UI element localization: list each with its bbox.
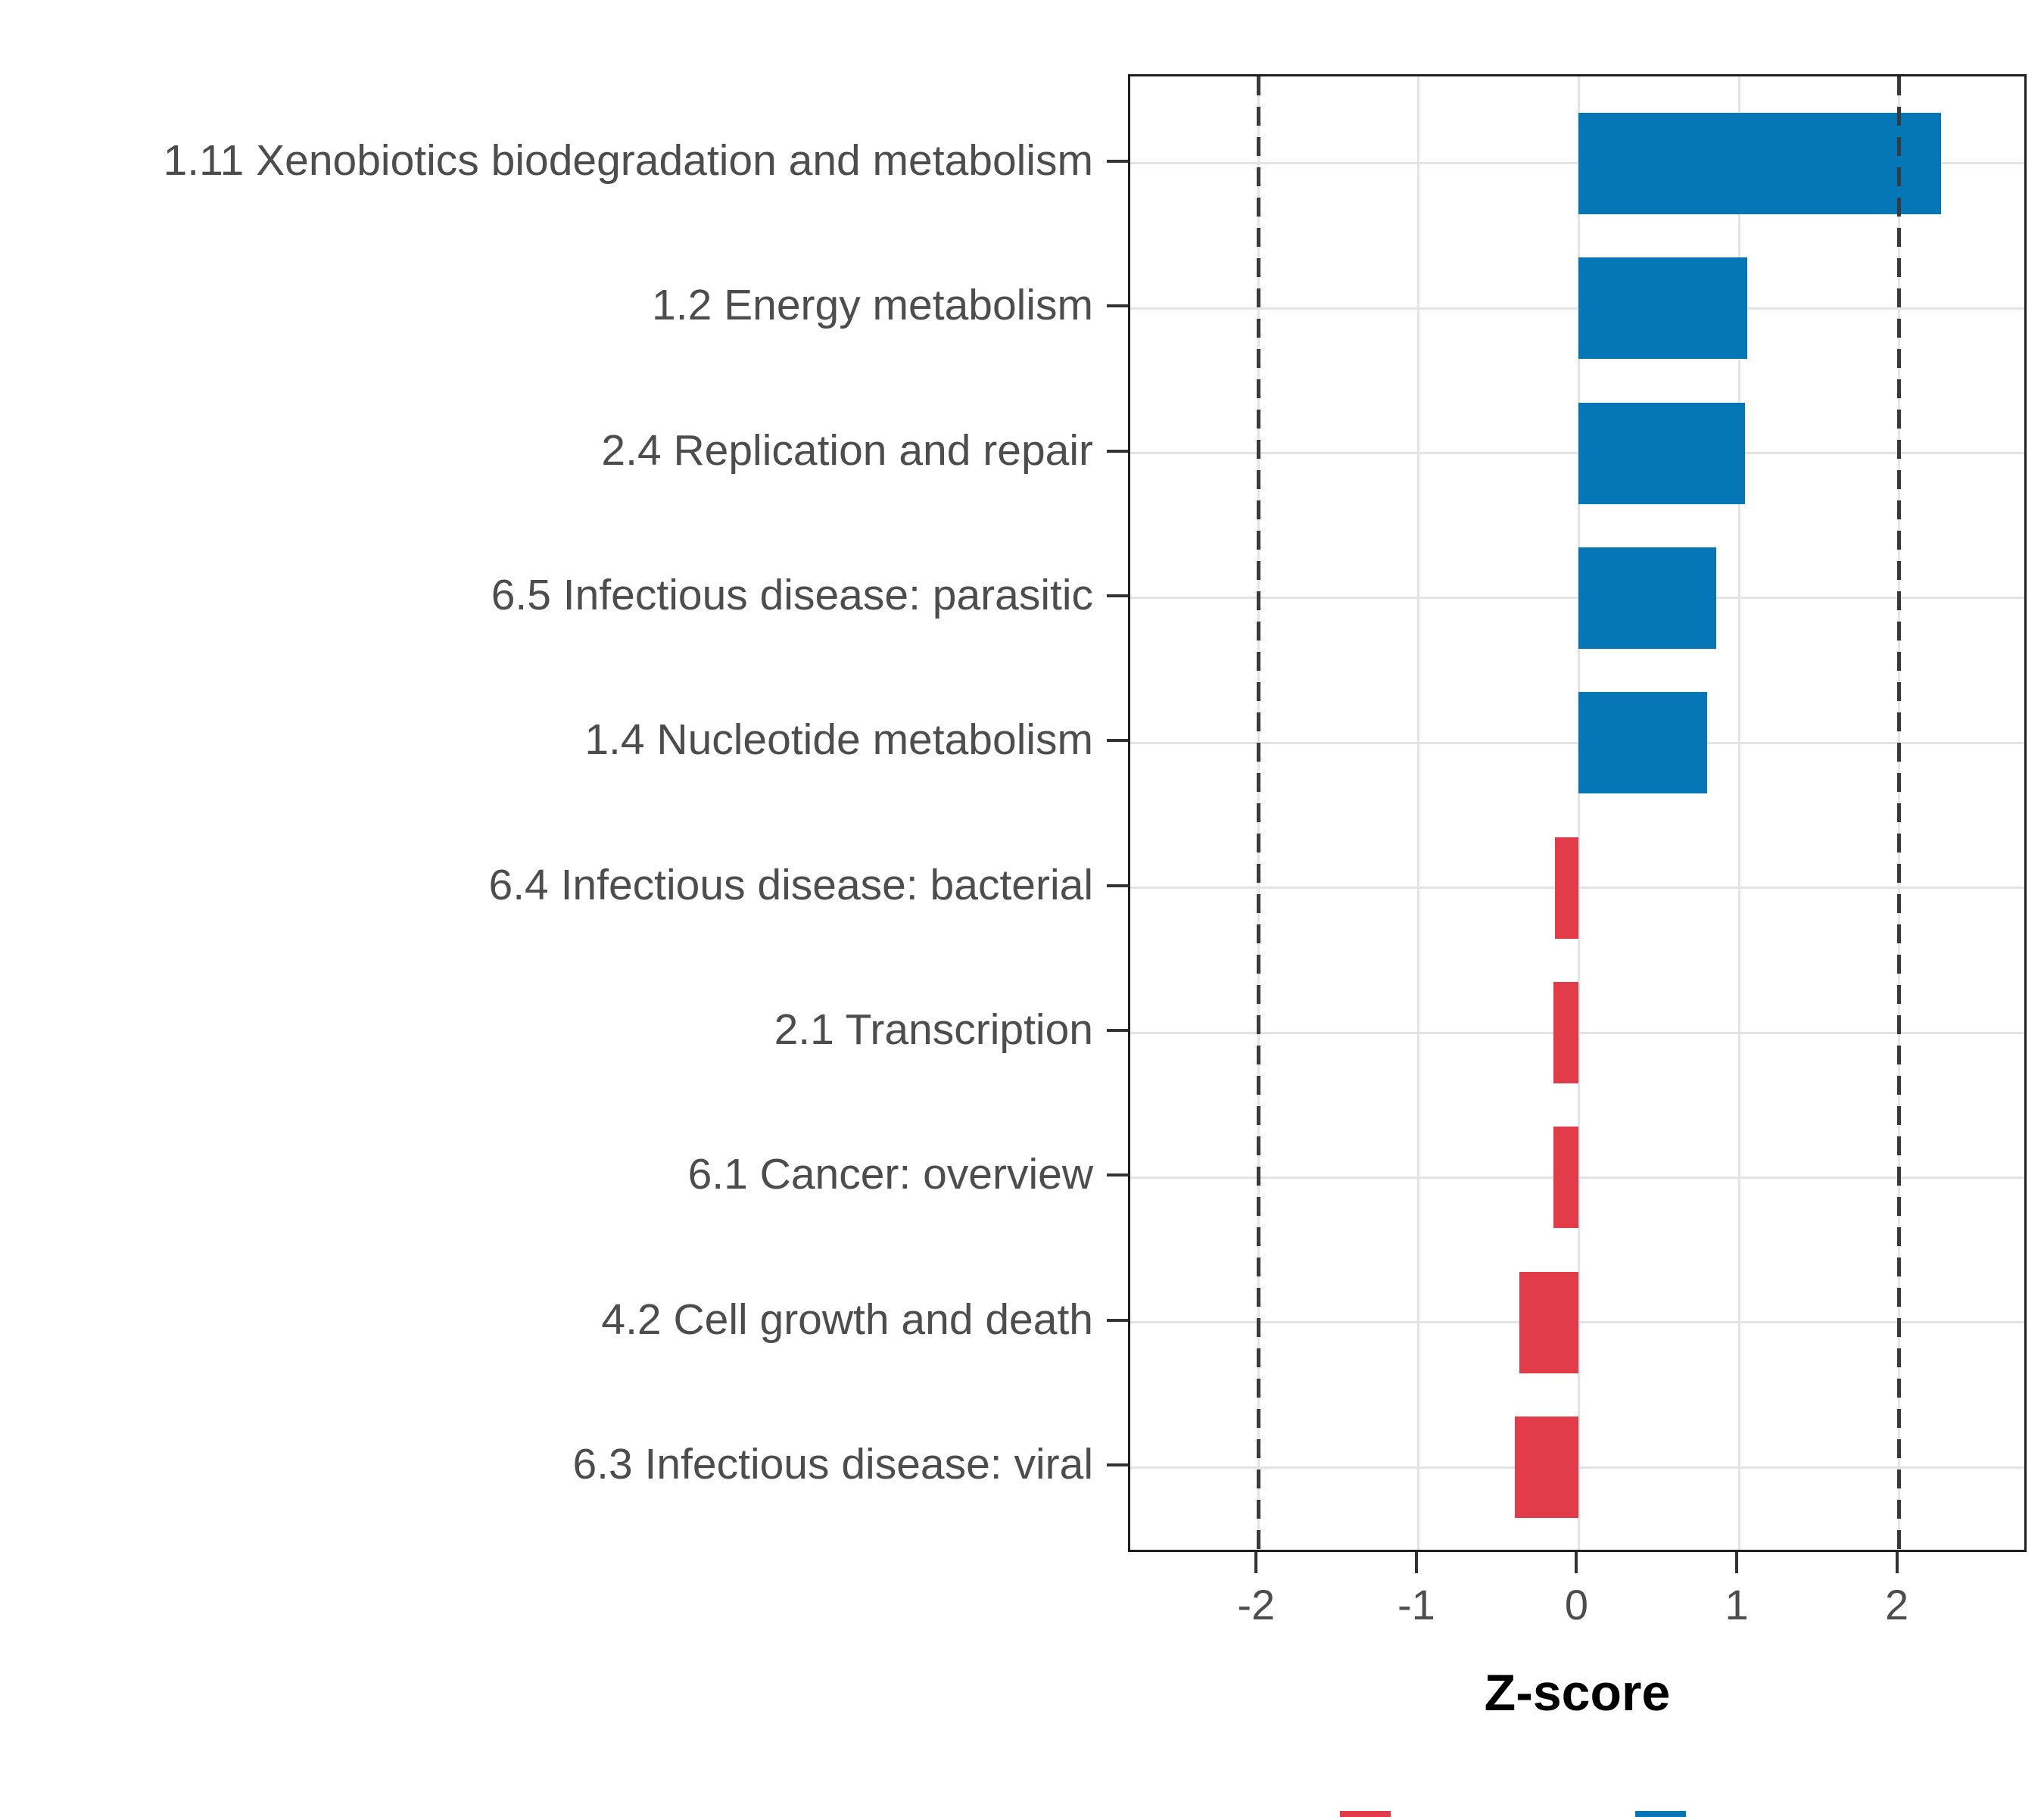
bar-bottom [1519,1271,1579,1373]
y-tick-mark [1107,1173,1128,1177]
reference-dashed-line [1256,76,1260,1550]
legend-label-bottom5: Bottom 5 [1412,1814,1588,1817]
x-gridline [1737,76,1740,1550]
x-gridline [1577,76,1580,1550]
y-tick-mark [1107,449,1128,453]
bar-bottom [1553,982,1579,1084]
y-category-label: 6.4 Infectious disease: bacterial [488,860,1093,909]
y-category-label: 2.1 Transcription [774,1005,1093,1055]
y-tick-mark [1107,1463,1128,1467]
legend: Bottom 5 Top 5 [1128,1802,2027,1817]
y-tick-mark [1107,304,1128,308]
bar-top [1578,547,1717,649]
y-tick-mark [1107,1029,1128,1033]
y-gridline [1130,452,2024,455]
legend-swatch-top5 [1634,1810,1686,1817]
y-tick-mark [1107,594,1128,597]
bar-top [1578,402,1746,504]
legend-swatch-bottom5 [1340,1810,1391,1817]
y-category-label: 6.1 Cancer: overview [687,1150,1093,1199]
bar-top [1578,112,1941,214]
x-tick-label: -2 [1237,1581,1276,1628]
x-tick-label: -1 [1397,1581,1435,1628]
y-gridline [1130,741,2024,744]
y-gridline [1130,307,2024,310]
x-tick-label: 2 [1885,1581,1909,1628]
legend-label-top5: Top 5 [1707,1814,1815,1817]
y-category-label: 1.2 Energy metabolism [652,281,1093,330]
y-tick-mark [1107,739,1128,743]
bar-bottom [1514,1417,1579,1519]
plot-panel [1128,74,2027,1552]
y-gridline [1130,597,2024,600]
y-category-label: 6.3 Infectious disease: viral [572,1440,1093,1489]
bar-bottom [1553,1127,1579,1229]
y-gridline [1130,162,2024,165]
x-tick-label: 0 [1564,1581,1589,1628]
y-tick-mark [1107,884,1128,887]
legend-item-bottom5: Bottom 5 [1340,1810,1588,1817]
bar-top [1578,257,1747,360]
y-category-label: 6.5 Infectious disease: parasitic [491,571,1093,620]
y-category-label: 1.4 Nucleotide metabolism [584,715,1093,765]
y-category-label: 4.2 Cell growth and death [601,1295,1093,1345]
x-tick-mark [1414,1552,1418,1573]
x-tick-mark [1735,1552,1739,1573]
x-tick-mark [1575,1552,1578,1573]
x-axis-title: Z-score [1484,1664,1671,1722]
x-tick-label: 1 [1725,1581,1749,1628]
x-tick-mark [1895,1552,1899,1573]
y-tick-mark [1107,1318,1128,1322]
bar-bottom [1554,837,1579,939]
y-tick-mark [1107,159,1128,163]
y-category-label: 1.11 Xenobiotics biodegradation and meta… [163,136,1093,185]
legend-item-top5: Top 5 [1634,1810,1815,1817]
reference-dashed-line [1897,76,1902,1550]
y-category-label: 2.4 Replication and repair [601,425,1093,475]
bar-top [1578,692,1707,794]
x-tick-mark [1254,1552,1258,1573]
x-gridline [1417,76,1420,1550]
